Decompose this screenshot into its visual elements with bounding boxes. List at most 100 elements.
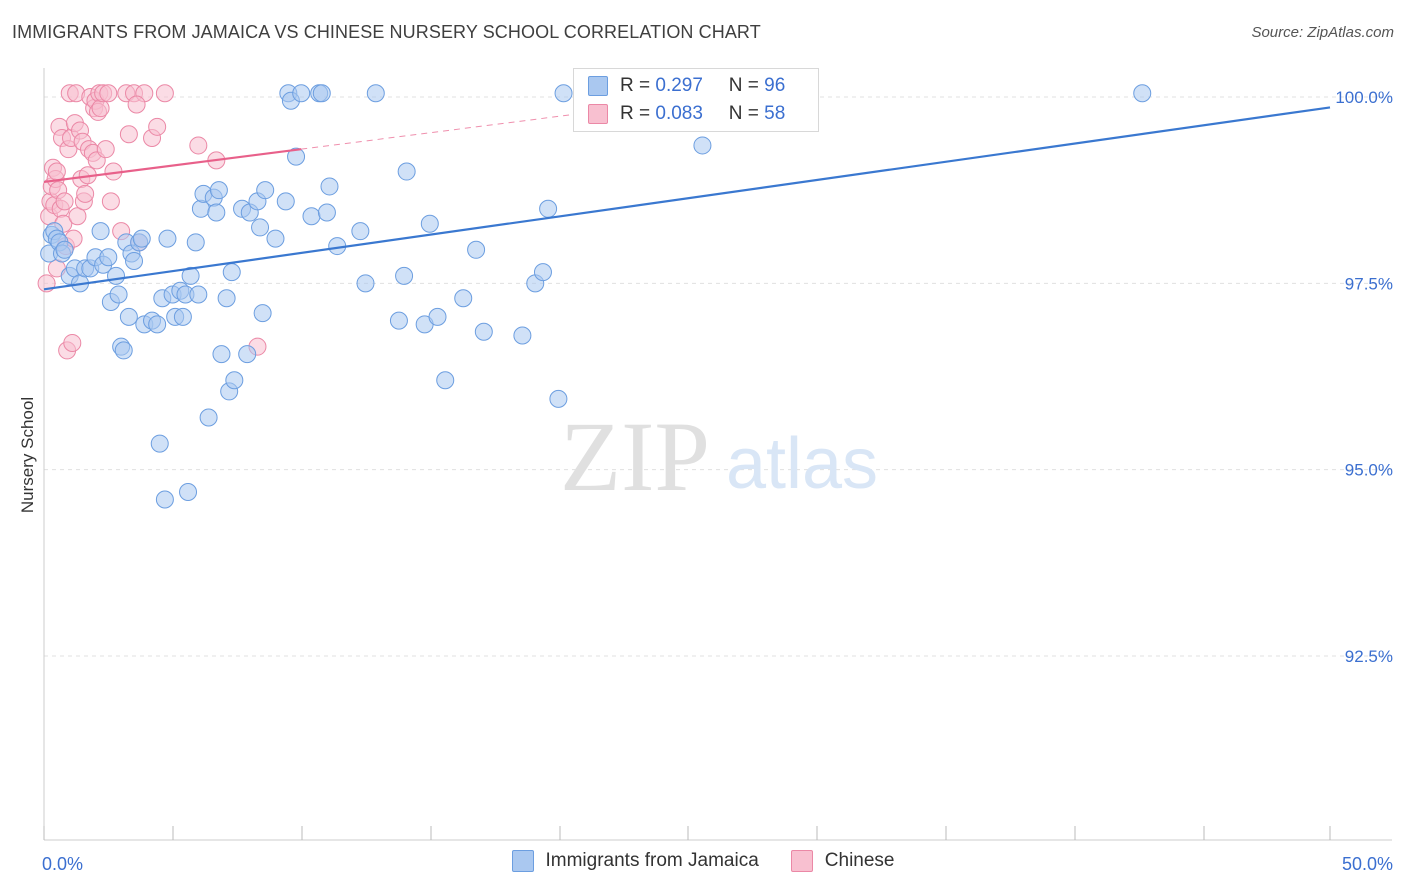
jamaica-point [312,84,331,103]
y-tick-label: 95.0% [1345,461,1393,480]
jamaica-point [292,84,311,103]
jamaica-point [119,307,138,326]
n-label: N = [728,103,759,124]
chinese-points [37,84,267,360]
jamaica-point [389,311,408,330]
watermark: ZIP atlas [560,401,878,512]
legend-item-jamaica[interactable]: Immigrants from Jamaica [511,850,759,872]
watermark-atlas: atlas [726,424,878,504]
jamaica-point [351,222,370,241]
jamaica-point [287,147,306,166]
jamaica-point [467,240,486,259]
chinese-point [119,125,138,144]
jamaica-point [199,408,218,427]
jamaica-point [256,181,275,200]
series-legend: Immigrants from Jamaica Chinese [0,850,1406,872]
jamaica-point [266,229,285,248]
jamaica-point [317,203,336,222]
chinese-point [189,136,208,155]
jamaica-point [428,307,447,326]
jamaica-point [320,177,339,196]
chinese-point [99,84,118,103]
jamaica-point [251,218,270,237]
chinese-point [101,192,120,211]
y-tick-label: 100.0% [1335,88,1393,107]
stats-legend: R = 0.297 N = 96 R = 0.083 N = 58 [573,68,819,132]
jamaica-point [474,322,493,341]
jamaica-swatch [588,76,608,96]
grid-lines [44,96,1392,657]
jamaica-point [238,345,257,364]
y-tick-label: 92.5% [1345,647,1393,666]
jamaica-point [148,315,167,334]
chinese-trend-extension [301,109,610,150]
chinese-point [76,184,95,203]
chinese-point [91,99,110,118]
r-label: R = [620,103,651,124]
jamaica-point [356,274,375,293]
axes [43,68,1392,841]
jamaica-points [40,84,1152,509]
jamaica-point [222,263,241,282]
chinese-point [55,192,74,211]
chinese-point [47,162,66,181]
chinese-trend-line [43,148,302,184]
stats-row-chinese: R = 0.083 N = 58 [588,103,785,125]
n-value: 58 [764,103,786,124]
tick-labels: 92.5% 95.0% 97.5% 100.0% 0.0% 50.0% [42,88,1393,874]
n-value: 96 [764,75,786,96]
jamaica-point [173,307,192,326]
legend-item-chinese[interactable]: Chinese [790,850,895,872]
chinese-swatch [588,104,608,124]
source-credit: Source: ZipAtlas.com [1251,24,1394,41]
jamaica-trend-line [43,106,1331,291]
jamaica-point [125,251,144,270]
jamaica-point [155,490,174,509]
jamaica-point [91,222,110,241]
r-value: 0.297 [655,75,703,96]
chinese-point [148,117,167,136]
x-tick-label: 0.0% [42,854,83,874]
jamaica-point [276,192,295,211]
jamaica-point [189,285,208,304]
watermark-zip: ZIP [560,401,710,512]
r-value: 0.083 [655,103,703,124]
chart-title: IMMIGRANTS FROM JAMAICA VS CHINESE NURSE… [12,22,761,42]
jamaica-point [397,162,416,181]
chinese-point [127,95,146,114]
chinese-point [68,207,87,226]
chinese-point [63,333,82,352]
jamaica-point [549,389,568,408]
jamaica-point [395,266,414,285]
jamaica-point [132,229,151,248]
jamaica-point [181,266,200,285]
n-label: N = [728,75,759,96]
jamaica-point [1133,84,1152,103]
x-tick-label: 50.0% [1342,854,1393,874]
jamaica-point [150,434,169,453]
jamaica-point [209,181,228,200]
jamaica-point [186,233,205,252]
r-label: R = [620,75,651,96]
jamaica-point [109,285,128,304]
chinese-point [155,84,174,103]
jamaica-point [207,203,226,222]
trend-lines [43,106,1331,291]
jamaica-point [302,207,321,226]
jamaica-point [212,345,231,364]
y-tick-label: 97.5% [1345,274,1393,293]
jamaica-point [539,199,558,218]
jamaica-point [179,483,198,502]
jamaica-legend-swatch [511,850,534,872]
jamaica-point [114,341,133,360]
stats-row-jamaica: R = 0.297 N = 96 [588,75,785,97]
jamaica-point [513,326,532,345]
legend-label: Chinese [824,850,895,871]
jamaica-point [217,289,236,308]
jamaica-point [253,304,272,323]
jamaica-point [533,263,552,282]
chinese-point [96,140,115,159]
jamaica-point [55,240,74,259]
jamaica-point [158,229,177,248]
